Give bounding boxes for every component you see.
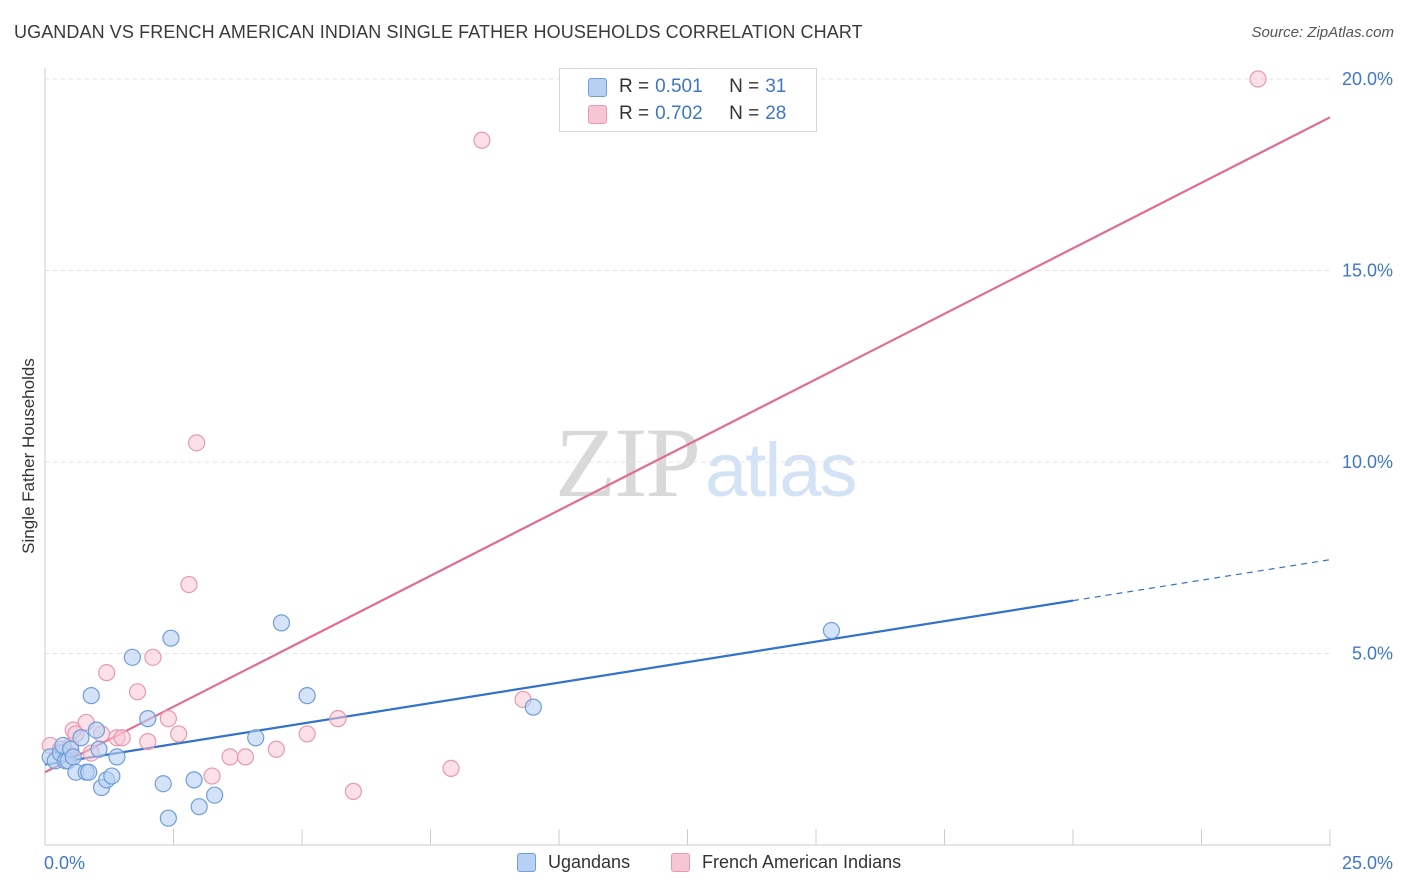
point-french-american-indians — [113, 729, 131, 747]
legend-label-ugandans: Ugandans — [548, 852, 631, 872]
chart-title: UGANDAN VS FRENCH AMERICAN INDIAN SINGLE… — [14, 22, 863, 42]
y-tick-label: 5.0% — [1352, 644, 1393, 664]
x-tick-label-min: 0.0% — [44, 853, 85, 873]
point-ugandans — [247, 729, 265, 747]
legend-row-french-american-indians: R = 0.702 N = 28 — [588, 101, 786, 127]
point-french-american-indians — [159, 710, 177, 728]
y-tick-label: 10.0% — [1342, 452, 1393, 472]
legend-n-value: 31 — [765, 76, 787, 97]
point-ugandans — [524, 698, 542, 716]
point-french-american-indians — [473, 131, 491, 149]
point-french-american-indians — [329, 710, 347, 728]
correlation-legend: R = 0.501 N = 31 R = 0.702 N = 28 — [559, 68, 817, 132]
tick-labels: 5.0% 10.0% 15.0% 20.0% 0.0% 25.0% — [44, 69, 1393, 873]
legend-r-label: R = — [619, 76, 650, 97]
legend-n-label: N = — [729, 76, 760, 97]
point-ugandans — [90, 740, 108, 758]
point-french-american-indians — [139, 732, 157, 751]
point-ugandans — [822, 621, 841, 640]
grid-lines — [45, 78, 1331, 654]
legend-r-value: 0.702 — [655, 103, 703, 124]
point-french-american-indians — [298, 725, 316, 743]
point-french-american-indians — [344, 782, 362, 800]
point-french-american-indians — [236, 748, 255, 766]
point-ugandans — [80, 763, 98, 781]
point-ugandans — [298, 687, 316, 705]
axes — [44, 68, 1331, 846]
y-axis-label: Single Father Households — [19, 358, 38, 554]
x-tick-label-max: 25.0% — [1342, 853, 1393, 873]
point-ugandans — [108, 748, 126, 766]
point-ugandans — [185, 771, 203, 789]
point-french-american-indians — [170, 725, 188, 743]
point-french-american-indians — [144, 648, 162, 666]
y-tick-label: 20.0% — [1342, 69, 1393, 89]
point-ugandans — [190, 798, 208, 816]
point-ugandans — [154, 775, 172, 793]
point-french-american-indians — [442, 759, 460, 778]
point-ugandans — [72, 729, 90, 747]
trend-lines — [44, 116, 1331, 774]
point-french-american-indians — [128, 683, 147, 701]
point-ugandans — [206, 786, 224, 804]
point-french-american-indians — [188, 434, 206, 452]
point-ugandans — [87, 721, 106, 739]
source-label: Source: ZipAtlas.com — [1251, 24, 1394, 41]
point-ugandans — [64, 748, 82, 766]
point-french-american-indians — [1249, 70, 1267, 88]
trend-line-french-american-indians — [44, 116, 1331, 774]
point-french-american-indians — [203, 767, 221, 785]
trend-line-ugandans-projection — [1072, 559, 1331, 602]
legend-swatch-pink — [588, 104, 607, 124]
data-points — [41, 70, 1267, 827]
legend-label-french-american-indians: French American Indians — [702, 852, 902, 872]
watermark-atlas: atlas — [705, 428, 858, 513]
point-french-american-indians — [180, 575, 198, 594]
point-french-american-indians — [221, 748, 239, 766]
point-french-american-indians — [98, 664, 116, 682]
legend-swatch-blue — [588, 77, 607, 97]
legend-n-label: N = — [729, 103, 760, 124]
point-ugandans — [272, 614, 291, 632]
y-tick-label: 15.0% — [1342, 261, 1393, 281]
legend-r-value: 0.501 — [655, 76, 703, 97]
legend-n-value: 28 — [765, 103, 787, 124]
legend-swatch-pink — [671, 853, 690, 872]
point-ugandans — [159, 809, 177, 827]
point-french-american-indians — [267, 740, 285, 758]
point-ugandans — [82, 687, 100, 705]
legend-item-ugandans[interactable]: Ugandans — [517, 852, 630, 873]
legend-item-french-american-indians[interactable]: French American Indians — [671, 852, 901, 873]
point-ugandans — [162, 629, 180, 647]
point-ugandans — [103, 767, 121, 785]
series-legend: Ugandans French American Indians — [0, 852, 1406, 876]
trend-line-ugandans — [44, 599, 1074, 766]
legend-r-label: R = — [619, 103, 650, 124]
point-ugandans — [123, 648, 141, 666]
point-ugandans — [139, 710, 157, 728]
legend-swatch-blue — [517, 853, 536, 872]
legend-row-ugandans: R = 0.501 N = 31 — [588, 74, 786, 100]
